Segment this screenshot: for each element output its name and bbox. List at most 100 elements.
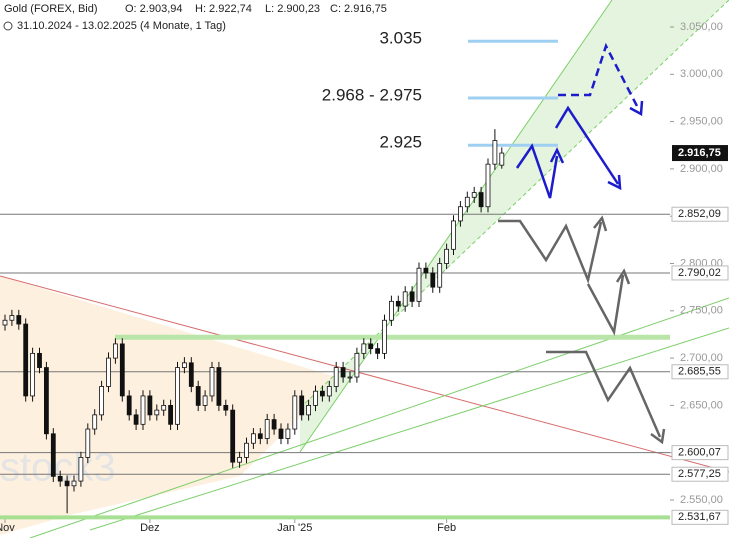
header-close: C: 2.916,75 <box>330 3 387 15</box>
candle-body <box>444 248 450 264</box>
candle-body <box>99 386 104 416</box>
candle-body <box>278 428 284 439</box>
channel-fill <box>300 0 729 452</box>
candle-body <box>313 390 318 406</box>
channel-lower <box>299 0 729 409</box>
target-label: 3.035 <box>379 29 422 48</box>
arrowhead <box>593 215 608 232</box>
header-low: L: 2.900,23 <box>265 3 320 15</box>
candle-body <box>430 272 436 288</box>
candle-body <box>175 367 180 425</box>
candle-body <box>285 428 291 439</box>
candle-body <box>354 352 360 378</box>
candle-body <box>347 376 353 379</box>
candle-body <box>23 323 29 397</box>
candle-body <box>223 404 229 411</box>
candle-body <box>168 404 174 425</box>
arrow <box>558 42 641 111</box>
arrowhead <box>629 100 644 117</box>
candle-body <box>437 263 443 288</box>
y-tick-label: 2.750,00 <box>680 305 723 317</box>
candle-body <box>402 291 408 307</box>
arrow <box>554 105 620 185</box>
level-tag <box>671 206 729 222</box>
level-tag <box>671 265 729 281</box>
arrow <box>498 219 603 285</box>
candle-body <box>292 395 298 430</box>
arrowhead <box>615 268 631 285</box>
candle-body <box>71 480 77 487</box>
level-label: 2.577,25 <box>678 468 721 480</box>
candle-body <box>37 352 42 368</box>
candle-body <box>237 457 243 463</box>
level-tag <box>671 364 729 380</box>
candle-body <box>423 267 429 274</box>
level-label: 2.790,02 <box>678 267 721 279</box>
candle-body <box>216 367 222 406</box>
candle-body <box>368 343 374 350</box>
candle-body <box>499 152 505 166</box>
candle-body <box>230 409 236 463</box>
last-price-tag <box>672 145 728 162</box>
candle-body <box>78 457 84 482</box>
candle-body <box>202 395 208 406</box>
candle-body <box>306 404 312 416</box>
candle-body <box>85 428 91 458</box>
candle-body <box>361 343 367 354</box>
candle-body <box>209 367 215 397</box>
candle-body <box>30 352 36 397</box>
candle-body <box>375 348 381 354</box>
candle-body <box>382 319 387 354</box>
candle-body <box>416 267 422 302</box>
candle-body <box>333 367 339 387</box>
y-tick-label: 2.700,00 <box>680 352 723 364</box>
level-tag <box>671 509 729 525</box>
y-tick-label: 2.650,00 <box>680 399 723 411</box>
candle-body <box>299 395 305 416</box>
candle-body <box>195 386 201 406</box>
candle-body <box>485 163 491 208</box>
y-tick-label: 2.550,00 <box>680 494 723 506</box>
level-label: 2.685,55 <box>678 366 721 378</box>
candle-body <box>2 319 8 326</box>
arrow <box>515 143 559 199</box>
level-tag <box>671 466 729 482</box>
candle-body <box>264 419 270 439</box>
y-tick-label: 2.900,00 <box>680 163 723 175</box>
x-tick-label: Jan '25 <box>277 522 312 534</box>
x-tick-label: Dez <box>140 522 160 534</box>
arrowhead <box>607 174 622 191</box>
header-open: O: 2.903,94 <box>125 3 183 15</box>
candle-body <box>50 433 56 477</box>
header-high: H: 2.922,74 <box>195 3 252 15</box>
x-tick-label: Feb <box>437 522 456 534</box>
arrowhead <box>650 428 666 445</box>
candle-body <box>319 390 325 397</box>
candle-body <box>244 442 249 458</box>
level-tag <box>671 445 729 461</box>
trend-line <box>89 327 729 531</box>
candle-body <box>147 395 153 416</box>
clock-icon <box>3 21 13 31</box>
trend-line <box>0 275 729 473</box>
candle-body <box>478 192 484 208</box>
last-price-label: 2.916,75 <box>678 147 721 159</box>
target-label: 2.925 <box>379 133 422 152</box>
candle-body <box>161 404 167 411</box>
candle-body <box>409 291 415 302</box>
candle-body <box>271 419 277 430</box>
y-tick-label: 3.000,00 <box>680 68 723 80</box>
candle-body <box>44 367 49 435</box>
candle-body <box>492 140 498 165</box>
candle-body <box>113 343 118 359</box>
candle-body <box>119 343 125 397</box>
arrow <box>546 350 662 438</box>
candle-body <box>126 395 132 416</box>
y-tick-label: 2.950,00 <box>680 116 723 128</box>
candle-body <box>464 196 470 208</box>
candle-body <box>388 300 394 321</box>
candle-body <box>9 315 15 321</box>
candle-body <box>395 300 401 307</box>
level-label: 2.531,67 <box>678 511 721 523</box>
